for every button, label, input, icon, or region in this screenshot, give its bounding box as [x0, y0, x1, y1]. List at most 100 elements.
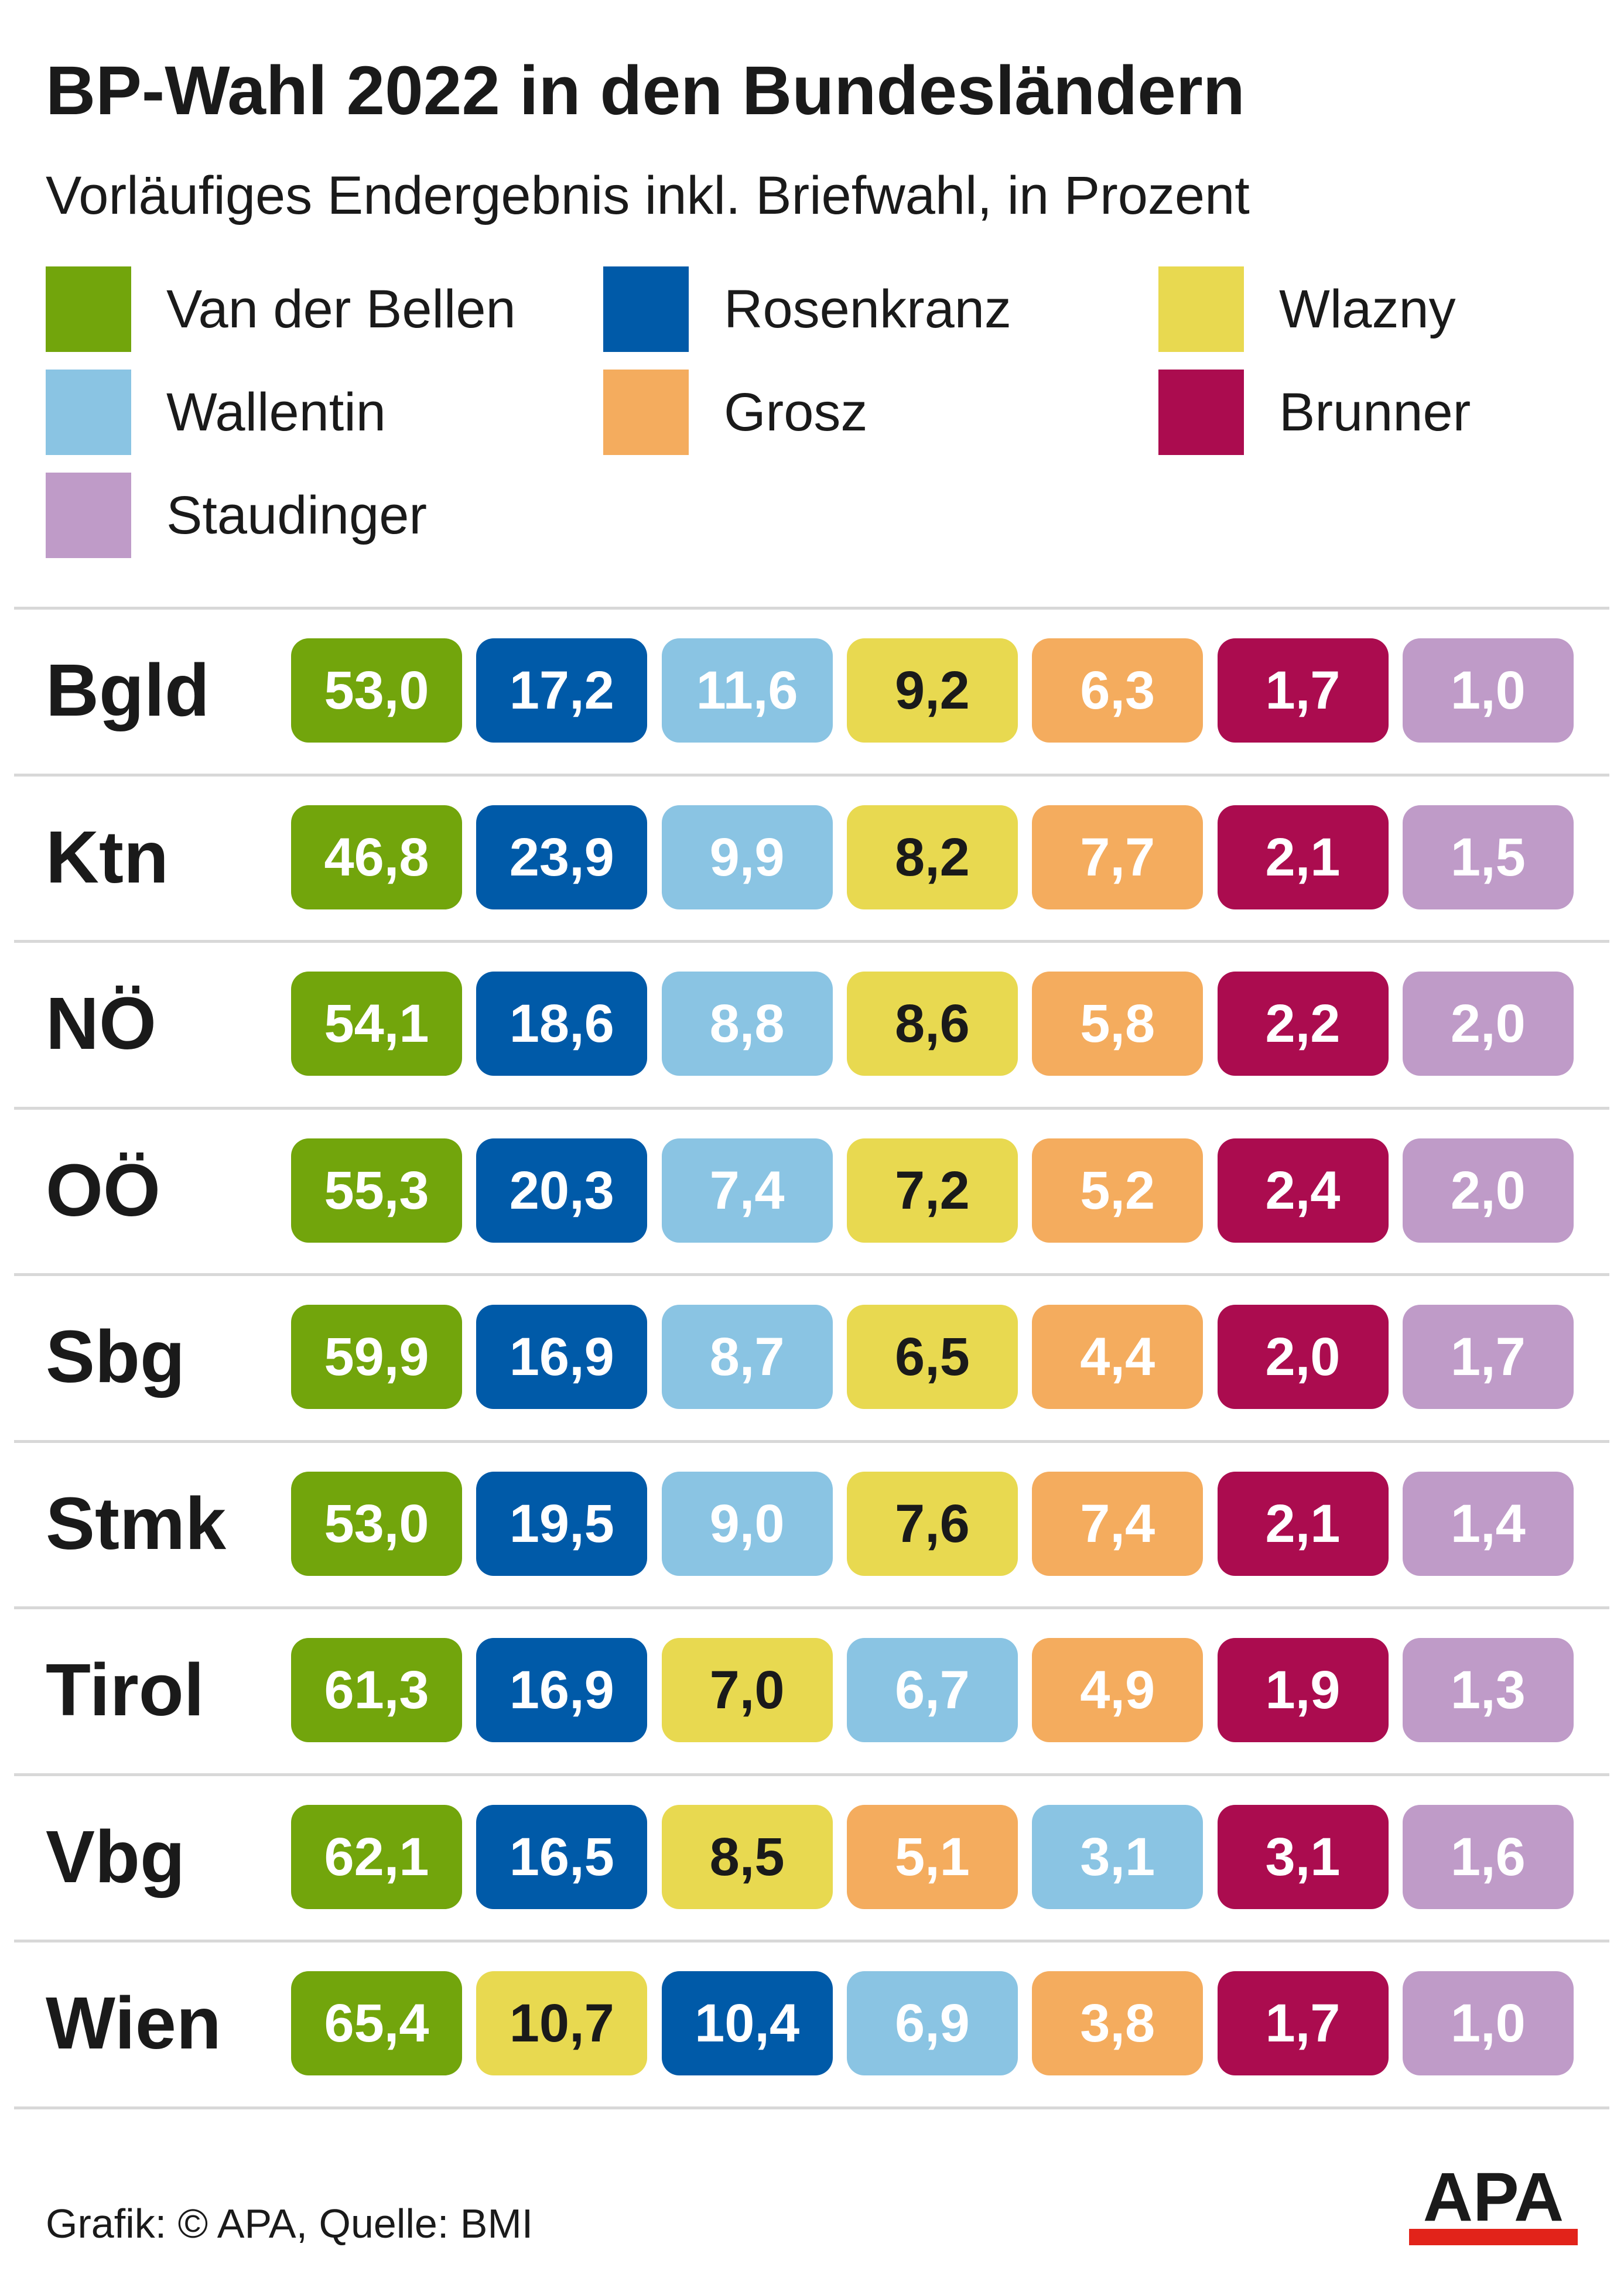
legend-label: Rosenkranz	[724, 279, 1011, 339]
row-divider	[14, 1773, 1609, 1776]
row-divider	[14, 2106, 1609, 2109]
cell-tirol-rosenkranz: 16,9	[476, 1638, 648, 1742]
cell-vbg-staudinger: 1,6	[1402, 1804, 1574, 1909]
legend-swatch	[46, 370, 131, 455]
logo-red-bar	[1409, 2229, 1578, 2245]
legend-label: Brunner	[1279, 382, 1471, 442]
cell-stmk-rosenkranz: 19,5	[476, 1471, 648, 1576]
legend-label: Wallentin	[166, 382, 386, 442]
legend-swatch	[603, 266, 689, 352]
cell-sbg-wlazny: 6,5	[846, 1305, 1018, 1409]
cell-wien-rosenkranz: 10,4	[661, 1971, 833, 2075]
cell-ktn-staudinger: 1,5	[1402, 805, 1574, 909]
cell-stmk-staudinger: 1,4	[1402, 1471, 1574, 1576]
cell-wien-brunner: 1,7	[1217, 1971, 1389, 2075]
row-divider	[14, 1273, 1609, 1276]
cell-vbg-wlazny: 8,5	[661, 1804, 833, 1909]
logo-text: APA	[1423, 2167, 1564, 2236]
cell-bgld-grosz: 6,3	[1032, 638, 1204, 743]
cell-ktn-van-der-bellen: 46,8	[291, 805, 462, 909]
cell-tirol-wlazny: 7,0	[661, 1638, 833, 1742]
cell-tirol-staudinger: 1,3	[1402, 1638, 1574, 1742]
cell-vbg-rosenkranz: 16,5	[476, 1804, 648, 1909]
row-label-ooe: OÖ	[46, 1148, 161, 1232]
cell-tirol-brunner: 1,9	[1217, 1638, 1389, 1742]
cell-vbg-grosz: 5,1	[846, 1804, 1018, 1909]
legend-item-brunner: Brunner	[1158, 370, 1471, 455]
legend-item-rosenkranz: Rosenkranz	[603, 266, 1011, 352]
cell-stmk-grosz: 7,4	[1032, 1471, 1204, 1576]
row-divider	[14, 940, 1609, 943]
chart-subtitle: Vorläufiges Endergebnis inkl. Briefwahl,…	[46, 166, 1250, 225]
legend-swatch	[46, 266, 131, 352]
apa-logo: APA	[1409, 2167, 1578, 2245]
cell-wien-van-der-bellen: 65,4	[291, 1971, 462, 2075]
cell-stmk-wlazny: 7,6	[846, 1471, 1018, 1576]
cell-noe-rosenkranz: 18,6	[476, 972, 648, 1076]
cell-bgld-van-der-bellen: 53,0	[291, 638, 462, 743]
cell-vbg-wallentin: 3,1	[1032, 1804, 1204, 1909]
row-divider	[14, 1606, 1609, 1609]
row-divider	[14, 607, 1609, 610]
row-divider	[14, 1940, 1609, 1942]
source-credit: Grafik: © APA, Quelle: BMI	[46, 2201, 534, 2246]
cell-bgld-brunner: 1,7	[1217, 638, 1389, 743]
chart-title: BP-Wahl 2022 in den Bundesländern	[46, 52, 1245, 129]
row-label-ktn: Ktn	[46, 815, 169, 898]
cell-ooe-brunner: 2,4	[1217, 1138, 1389, 1243]
cell-ooe-wallentin: 7,4	[661, 1138, 833, 1243]
cell-tirol-grosz: 4,9	[1032, 1638, 1204, 1742]
cell-tirol-van-der-bellen: 61,3	[291, 1638, 462, 1742]
legend-label: Staudinger	[166, 485, 427, 545]
legend-item-grosz: Grosz	[603, 370, 867, 455]
legend-swatch	[1158, 266, 1244, 352]
row-label-vbg: Vbg	[46, 1815, 185, 1898]
cell-stmk-brunner: 2,1	[1217, 1471, 1389, 1576]
cell-ooe-wlazny: 7,2	[846, 1138, 1018, 1243]
cell-bgld-rosenkranz: 17,2	[476, 638, 648, 743]
cell-ktn-grosz: 7,7	[1032, 805, 1204, 909]
cell-sbg-grosz: 4,4	[1032, 1305, 1204, 1409]
row-divider	[14, 773, 1609, 777]
legend-label: Van der Bellen	[166, 279, 516, 339]
legend-swatch	[46, 473, 131, 558]
cell-noe-grosz: 5,8	[1032, 972, 1204, 1076]
cell-ktn-brunner: 2,1	[1217, 805, 1389, 909]
cell-wien-grosz: 3,8	[1032, 1971, 1204, 2075]
row-label-bgld: Bgld	[46, 649, 210, 731]
cell-bgld-wallentin: 11,6	[661, 638, 833, 743]
row-divider	[14, 1439, 1609, 1443]
cell-bgld-wlazny: 9,2	[846, 638, 1018, 743]
cell-vbg-brunner: 3,1	[1217, 1804, 1389, 1909]
cell-wien-wlazny: 10,7	[476, 1971, 648, 2075]
legend-item-staudinger: Staudinger	[46, 473, 427, 558]
row-label-sbg: Sbg	[46, 1315, 185, 1398]
cell-sbg-brunner: 2,0	[1217, 1305, 1389, 1409]
cell-vbg-van-der-bellen: 62,1	[291, 1804, 462, 1909]
cell-sbg-rosenkranz: 16,9	[476, 1305, 648, 1409]
cell-ooe-grosz: 5,2	[1032, 1138, 1204, 1243]
cell-sbg-wallentin: 8,7	[661, 1305, 833, 1409]
row-label-stmk: Stmk	[46, 1482, 227, 1565]
cell-noe-van-der-bellen: 54,1	[291, 972, 462, 1076]
legend-label: Wlazny	[1279, 279, 1456, 339]
cell-ooe-van-der-bellen: 55,3	[291, 1138, 462, 1243]
cell-bgld-staudinger: 1,0	[1402, 638, 1574, 743]
cell-noe-wlazny: 8,6	[846, 972, 1018, 1076]
legend-swatch	[603, 370, 689, 455]
legend-label: Grosz	[724, 382, 868, 442]
cell-ooe-staudinger: 2,0	[1402, 1138, 1574, 1243]
cell-noe-brunner: 2,2	[1217, 972, 1389, 1076]
cell-wien-wallentin: 6,9	[846, 1971, 1018, 2075]
row-divider	[14, 1106, 1609, 1110]
legend-swatch	[1158, 370, 1244, 455]
cell-wien-staudinger: 1,0	[1402, 1971, 1574, 2075]
cell-sbg-staudinger: 1,7	[1402, 1305, 1574, 1409]
cell-ktn-wallentin: 9,9	[661, 805, 833, 909]
cell-sbg-van-der-bellen: 59,9	[291, 1305, 462, 1409]
row-label-tirol: Tirol	[46, 1649, 204, 1731]
cell-stmk-van-der-bellen: 53,0	[291, 1471, 462, 1576]
cell-ooe-rosenkranz: 20,3	[476, 1138, 648, 1243]
cell-noe-wallentin: 8,8	[661, 972, 833, 1076]
cell-noe-staudinger: 2,0	[1402, 972, 1574, 1076]
